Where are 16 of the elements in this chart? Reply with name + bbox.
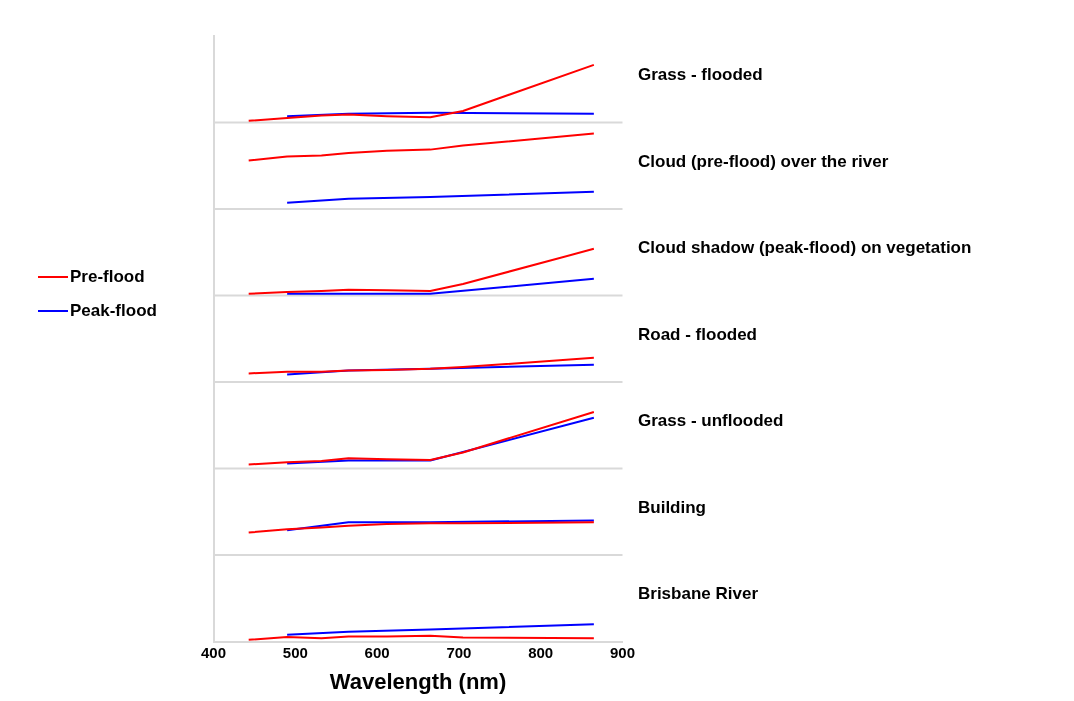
x-tick-label: 400	[201, 643, 227, 661]
text: Building	[638, 497, 706, 518]
text: Grass - flooded	[638, 65, 763, 86]
x-tick-label: 800	[528, 643, 554, 661]
x-tick-label: 500	[282, 643, 308, 661]
x-axis-title: Wavelength (nm)	[329, 668, 507, 694]
x-tick-label: 700	[446, 643, 472, 661]
text: Brisbane River	[638, 584, 758, 605]
text: Grass - unflooded	[638, 411, 784, 432]
text: Cloud (pre-flood) over the river	[638, 151, 889, 172]
text: Cloud shadow (peak-flood) on vegetation	[638, 238, 972, 259]
legend-label: Peak-flood	[70, 301, 157, 321]
x-tick-label: 900	[609, 643, 635, 661]
legend-label: Pre-flood	[70, 267, 145, 287]
x-tick-label: 600	[364, 643, 390, 661]
text: Road - flooded	[638, 324, 757, 345]
